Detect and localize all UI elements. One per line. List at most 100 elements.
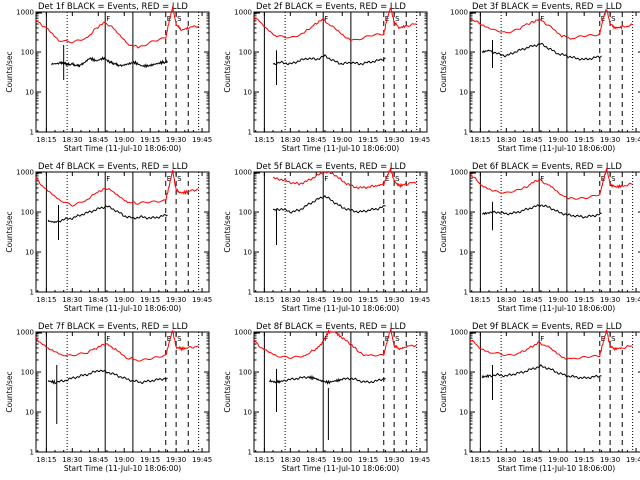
events-series-line <box>482 204 602 219</box>
x-tick-label: 19:00 <box>332 456 352 464</box>
x-axis-label: Start Time (11-Jul-10 18:06:00) <box>64 144 181 153</box>
x-tick-label: 19:45 <box>410 136 430 144</box>
y-axis-label: Counts/sec <box>223 51 232 92</box>
x-tick-label: 19:30 <box>600 456 620 464</box>
lld-series-line <box>35 170 199 207</box>
lld-series-line <box>469 9 633 40</box>
x-tick-label: 18:15 <box>470 296 490 304</box>
x-tick-label: 19:30 <box>166 296 186 304</box>
x-tick-label: 19:00 <box>332 296 352 304</box>
x-axis-label: Start Time (11-Jul-10 18:06:00) <box>282 464 399 473</box>
time-marker-label: E <box>167 335 171 343</box>
x-tick-label: 19:15 <box>574 456 594 464</box>
lld-series-line <box>253 328 417 360</box>
time-marker-label: F <box>106 175 110 183</box>
time-marker-label: S <box>611 335 616 343</box>
time-marker-label: F <box>106 335 110 343</box>
time-marker-label: E <box>601 335 605 343</box>
x-tick-label: 18:45 <box>306 136 326 144</box>
x-tick-label: 19:45 <box>192 136 212 144</box>
time-marker-label: S <box>395 175 400 183</box>
plot-title: Det 9f BLACK = Events, RED = LLD <box>472 322 622 332</box>
events-series-line <box>47 205 168 224</box>
x-tick-label: 18:45 <box>88 456 108 464</box>
x-tick-label: 18:30 <box>496 136 516 144</box>
y-tick-label: 1 <box>248 449 252 457</box>
y-axis-label: Counts/sec <box>5 371 14 412</box>
time-marker-label: S <box>177 15 182 23</box>
time-marker-label: F <box>540 175 544 183</box>
y-tick-label: 100 <box>455 49 468 57</box>
x-axis-label: Start Time (11-Jul-10 18:06:00) <box>282 144 399 153</box>
plot-title: Det 5f BLACK = Events, RED = LLD <box>256 162 406 172</box>
detector-panel-8: Det 8f BLACK = Events, RED = LLD 1 10 100 10… <box>223 322 430 473</box>
x-tick-label: 18:15 <box>36 136 56 144</box>
y-tick-label: 1000 <box>16 9 34 17</box>
events-series-line <box>272 54 386 66</box>
x-tick-label: 18:15 <box>254 296 274 304</box>
plot-title: Det 4f BLACK = Events, RED = LLD <box>38 162 188 172</box>
x-tick-label: 19:30 <box>600 296 620 304</box>
x-tick-label: 18:15 <box>470 456 490 464</box>
plot-frame <box>35 11 210 133</box>
x-tick-label: 18:45 <box>306 456 326 464</box>
y-tick-label: 10 <box>243 89 252 97</box>
x-tick-label: 18:45 <box>522 136 542 144</box>
time-marker-label: F <box>324 175 328 183</box>
x-tick-label: 19:15 <box>358 456 378 464</box>
x-tick-label: 19:30 <box>166 136 186 144</box>
time-marker-label: F <box>106 15 110 23</box>
x-tick-label: 18:45 <box>522 296 542 304</box>
y-axis-label: Counts/sec <box>223 211 232 252</box>
y-tick-label: 1000 <box>16 329 34 337</box>
plot-title: Det 6f BLACK = Events, RED = LLD <box>472 162 622 172</box>
y-tick-label: 10 <box>459 249 468 257</box>
time-marker-label: F <box>540 335 544 343</box>
lld-series-line <box>469 167 633 200</box>
y-tick-label: 1000 <box>450 169 468 177</box>
x-tick-label: 18:30 <box>280 456 300 464</box>
lld-series-line <box>35 329 199 362</box>
y-tick-label: 1000 <box>234 9 252 17</box>
x-tick-label: 19:00 <box>114 456 134 464</box>
x-tick-label: 18:30 <box>62 296 82 304</box>
x-tick-label: 19:15 <box>140 136 160 144</box>
x-axis-label: Start Time (11-Jul-10 18:06:00) <box>282 304 399 313</box>
lld-series-line <box>253 7 417 42</box>
y-tick-label: 10 <box>25 89 34 97</box>
events-series-line <box>481 364 602 380</box>
y-tick-label: 1 <box>30 449 34 457</box>
time-marker-label: F <box>324 335 328 343</box>
y-tick-label: 10 <box>243 249 252 257</box>
x-tick-label: 18:45 <box>522 456 542 464</box>
y-axis-label: Counts/sec <box>5 211 14 252</box>
time-marker-label: S <box>177 175 182 183</box>
x-tick-label: 19:45 <box>192 456 212 464</box>
y-tick-label: 1000 <box>450 329 468 337</box>
x-tick-label: 19:30 <box>600 136 620 144</box>
x-tick-label: 19:30 <box>384 136 404 144</box>
detector-panel-2: Det 2f BLACK = Events, RED = LLD 1 10 100 10… <box>223 2 430 153</box>
time-marker-label: S <box>395 15 400 23</box>
x-tick-label: 18:15 <box>470 136 490 144</box>
y-axis-label: Counts/sec <box>439 211 448 252</box>
y-tick-label: 1 <box>30 289 34 297</box>
plot-frame <box>469 171 640 293</box>
time-marker-label: F <box>324 15 328 23</box>
plot-frame <box>253 11 428 133</box>
plot-title: Det 7f BLACK = Events, RED = LLD <box>38 322 188 332</box>
time-marker-label: E <box>385 335 389 343</box>
x-tick-label: 19:15 <box>574 136 594 144</box>
time-marker-label: S <box>611 15 616 23</box>
y-tick-label: 1 <box>464 129 468 137</box>
x-tick-label: 19:00 <box>548 456 568 464</box>
x-tick-label: 19:00 <box>548 296 568 304</box>
x-tick-label: 19:15 <box>140 456 160 464</box>
plot-title: Det 1f BLACK = Events, RED = LLD <box>38 2 188 12</box>
plot-frame <box>469 331 640 453</box>
x-tick-label: 19:15 <box>574 296 594 304</box>
detector-panel-9: Det 9f BLACK = Events, RED = LLD 1 10 100 10… <box>439 322 640 473</box>
y-tick-label: 10 <box>243 409 252 417</box>
x-tick-label: 19:45 <box>192 296 212 304</box>
